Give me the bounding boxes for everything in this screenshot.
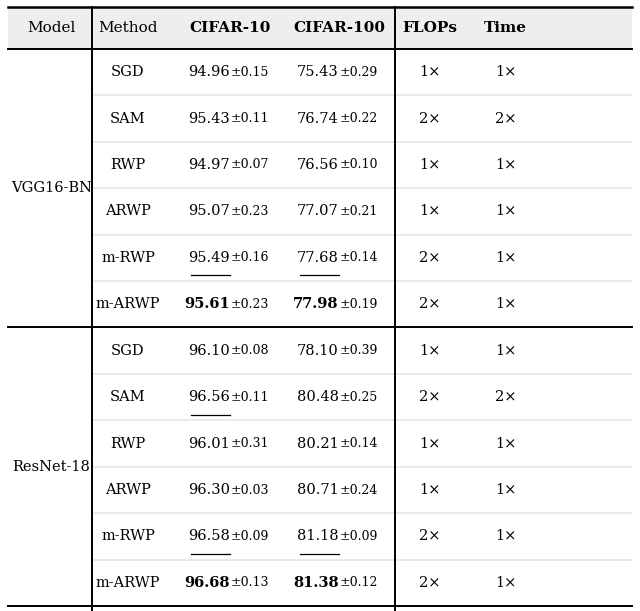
Text: 94.97: 94.97 [188,158,230,172]
Text: m-ARWP: m-ARWP [96,298,160,311]
Text: 1×: 1× [495,437,516,450]
Text: 1×: 1× [419,65,441,79]
Text: ResNet-18: ResNet-18 [12,460,90,474]
Text: 95.49: 95.49 [188,251,230,265]
Text: 81.18: 81.18 [297,530,339,543]
Text: ±0.19: ±0.19 [340,298,378,311]
Text: ±0.08: ±0.08 [231,344,269,357]
Text: 95.07: 95.07 [188,205,230,218]
Text: ±0.03: ±0.03 [231,483,269,497]
Text: 77.07: 77.07 [297,205,339,218]
Text: 80.48: 80.48 [296,390,339,404]
Text: 81.38: 81.38 [293,576,339,590]
Text: 1×: 1× [495,65,516,79]
Text: FLOPs: FLOPs [403,21,458,35]
Text: ±0.23: ±0.23 [231,298,269,311]
Text: 78.10: 78.10 [297,344,339,357]
Text: ±0.23: ±0.23 [231,205,269,218]
Text: ±0.22: ±0.22 [340,112,378,125]
Text: SAM: SAM [110,112,146,125]
Text: 96.10: 96.10 [188,344,230,357]
Text: 2×: 2× [419,112,441,125]
Text: 75.43: 75.43 [297,65,339,79]
Text: m-RWP: m-RWP [101,251,155,265]
Text: 96.58: 96.58 [188,530,230,543]
Text: ±0.14: ±0.14 [340,251,378,265]
Text: 2×: 2× [419,576,441,590]
Text: 2×: 2× [419,251,441,265]
Text: 1×: 1× [495,298,516,311]
Text: 1×: 1× [495,530,516,543]
Text: ±0.15: ±0.15 [231,65,269,79]
Text: 1×: 1× [495,251,516,265]
Text: ±0.12: ±0.12 [340,576,378,590]
Text: 95.43: 95.43 [188,112,230,125]
Text: ±0.25: ±0.25 [340,390,378,404]
Text: 96.68: 96.68 [184,576,230,590]
Text: SGD: SGD [111,65,145,79]
Text: 80.71: 80.71 [297,483,339,497]
Text: RWP: RWP [110,158,146,172]
Text: 1×: 1× [495,344,516,357]
Text: ±0.13: ±0.13 [231,576,269,590]
Text: 1×: 1× [419,483,441,497]
Text: VGG16-BN: VGG16-BN [11,181,92,195]
Text: 2×: 2× [419,298,441,311]
Text: ±0.09: ±0.09 [231,530,269,543]
Text: Time: Time [484,21,527,35]
Text: 1×: 1× [419,158,441,172]
Text: ±0.14: ±0.14 [340,437,378,450]
Text: ±0.11: ±0.11 [231,390,269,404]
Text: 1×: 1× [419,344,441,357]
Text: ±0.10: ±0.10 [340,158,378,172]
Text: m-RWP: m-RWP [101,530,155,543]
Text: ±0.07: ±0.07 [231,158,269,172]
Text: ARWP: ARWP [105,483,151,497]
Text: ARWP: ARWP [105,205,151,218]
Text: ±0.31: ±0.31 [231,437,269,450]
Text: 2×: 2× [419,530,441,543]
Text: 1×: 1× [495,576,516,590]
Text: 76.56: 76.56 [297,158,339,172]
Text: 96.30: 96.30 [188,483,230,497]
Text: ±0.11: ±0.11 [231,112,269,125]
Text: 2×: 2× [419,390,441,404]
Text: ±0.29: ±0.29 [340,65,378,79]
Text: 1×: 1× [419,205,441,218]
Text: 96.56: 96.56 [188,390,230,404]
Text: 1×: 1× [495,205,516,218]
Text: SAM: SAM [110,390,146,404]
Text: 77.98: 77.98 [293,298,339,311]
Text: CIFAR-10: CIFAR-10 [189,21,271,35]
Text: 76.74: 76.74 [297,112,339,125]
Text: 77.68: 77.68 [297,251,339,265]
Text: 2×: 2× [495,112,516,125]
Text: Model: Model [27,21,76,35]
Text: ±0.24: ±0.24 [340,483,378,497]
Text: RWP: RWP [110,437,146,450]
Text: 1×: 1× [419,437,441,450]
Text: ±0.16: ±0.16 [231,251,269,265]
Text: 94.96: 94.96 [188,65,230,79]
Text: ±0.39: ±0.39 [340,344,378,357]
Text: 95.61: 95.61 [184,298,230,311]
Bar [8,7,632,49]
Text: ±0.21: ±0.21 [340,205,378,218]
Text: 96.01: 96.01 [188,437,230,450]
Text: SGD: SGD [111,344,145,357]
Text: 1×: 1× [495,483,516,497]
Text: ±0.09: ±0.09 [340,530,378,543]
Text: Method: Method [99,21,157,35]
Text: 80.21: 80.21 [297,437,339,450]
Text: CIFAR-100: CIFAR-100 [293,21,385,35]
Text: 1×: 1× [495,158,516,172]
Text: m-ARWP: m-ARWP [96,576,160,590]
Text: 2×: 2× [495,390,516,404]
